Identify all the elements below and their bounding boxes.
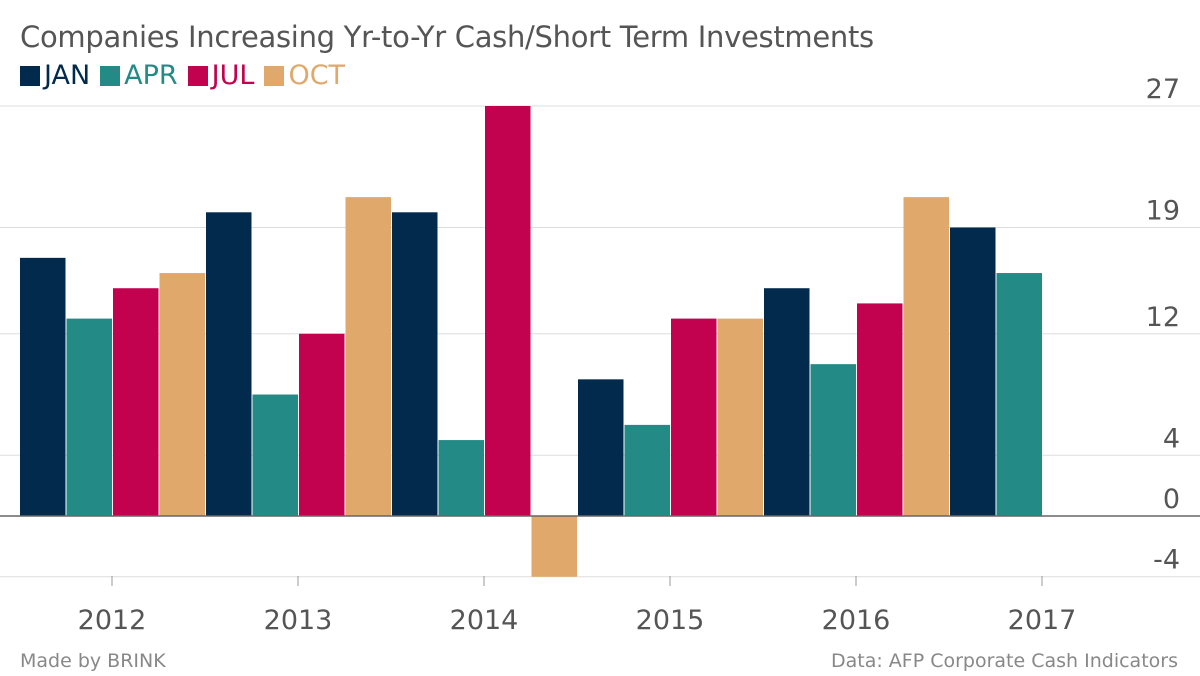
bar-oct-2013 xyxy=(345,197,391,516)
bar-jul-2014 xyxy=(485,106,531,516)
bar-apr-2012 xyxy=(66,318,112,516)
bar-apr-2016 xyxy=(810,364,856,516)
y-tick-label: 0 xyxy=(1163,484,1180,515)
y-tick-label: 12 xyxy=(1146,302,1180,333)
x-tick-label: 2014 xyxy=(450,605,519,636)
legend-label: APR xyxy=(124,60,178,91)
bar-apr-2013 xyxy=(252,394,298,516)
legend-item-jan: JAN xyxy=(20,60,90,91)
x-tick-label: 2015 xyxy=(636,605,705,636)
bar-jul-2015 xyxy=(671,318,717,516)
chart-title: Companies Increasing Yr-to-Yr Cash/Short… xyxy=(20,20,874,54)
legend-label: JUL xyxy=(211,60,255,91)
bar-oct-2016 xyxy=(903,197,949,516)
bar-oct-2012 xyxy=(159,273,205,516)
x-tick-label: 2012 xyxy=(78,605,147,636)
legend-label: OCT xyxy=(288,60,346,91)
bar-jan-2014 xyxy=(392,212,438,516)
y-tick-label: 19 xyxy=(1146,195,1180,226)
bar-jan-2015 xyxy=(578,379,624,516)
legend-swatch xyxy=(264,65,285,86)
bar-apr-2017 xyxy=(996,273,1042,516)
bar-oct-2015 xyxy=(717,318,763,516)
made-by-credit: Made by BRINK xyxy=(20,650,166,672)
bar-apr-2014 xyxy=(438,440,484,516)
legend: JAN APR JUL OCT xyxy=(20,60,345,91)
bar-jan-2013 xyxy=(206,212,252,516)
bar-jul-2016 xyxy=(857,303,903,516)
bar-oct-2014 xyxy=(531,516,577,577)
y-tick-label: 27 xyxy=(1146,74,1180,105)
legend-swatch xyxy=(100,65,121,86)
bar-jan-2012 xyxy=(20,257,66,516)
x-tick-label: 2017 xyxy=(1008,605,1077,636)
y-tick-label: -4 xyxy=(1153,545,1180,576)
bar-jan-2017 xyxy=(950,227,996,516)
bar-jul-2013 xyxy=(299,333,345,516)
legend-label: JAN xyxy=(44,60,91,91)
legend-swatch xyxy=(20,65,40,86)
legend-item-apr: APR xyxy=(100,60,178,91)
x-tick-label: 2016 xyxy=(822,605,891,636)
bar-apr-2015 xyxy=(624,424,670,516)
legend-swatch xyxy=(187,65,208,86)
data-source: Data: AFP Corporate Cash Indicators xyxy=(830,650,1178,672)
bar-jul-2012 xyxy=(113,288,159,516)
legend-item-oct: OCT xyxy=(264,60,345,91)
bar-jan-2016 xyxy=(764,288,810,516)
x-tick-label: 2013 xyxy=(264,605,333,636)
legend-item-jul: JUL xyxy=(187,60,255,91)
y-tick-label: 4 xyxy=(1163,423,1180,454)
